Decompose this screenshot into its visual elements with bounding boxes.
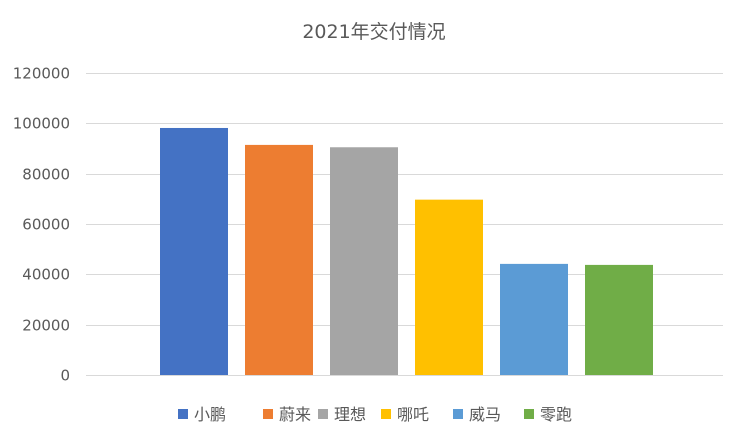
legend-label: 哪吒 bbox=[397, 405, 429, 424]
legend-swatch bbox=[453, 409, 463, 419]
y-axis-ticks: 0 20000 40000 60000 80000 100000 120000 bbox=[13, 65, 70, 385]
legend-swatch bbox=[178, 409, 188, 419]
legend-swatch bbox=[381, 409, 391, 419]
legend-swatch bbox=[263, 409, 273, 419]
y-tick-label: 20000 bbox=[22, 317, 70, 335]
legend: 小鹏 蔚来 理想 哪吒 威马 零跑 bbox=[178, 405, 572, 424]
chart-title: 2021年交付情况 bbox=[302, 21, 445, 43]
bar-1 bbox=[160, 127, 228, 375]
legend-label: 蔚来 bbox=[279, 405, 311, 424]
bar-4 bbox=[415, 199, 483, 375]
y-tick-label: 100000 bbox=[13, 115, 70, 133]
y-tick-label: 40000 bbox=[22, 266, 70, 284]
bar-5 bbox=[500, 263, 568, 375]
y-tick-label: 0 bbox=[60, 367, 70, 385]
y-tick-label: 120000 bbox=[13, 65, 70, 83]
y-tick-label: 60000 bbox=[22, 216, 70, 234]
legend-label: 零跑 bbox=[540, 405, 572, 424]
legend-label: 理想 bbox=[334, 405, 366, 424]
bar-6 bbox=[585, 264, 653, 375]
legend-swatch bbox=[318, 409, 328, 419]
bar-2 bbox=[245, 144, 313, 375]
bar-3 bbox=[330, 147, 398, 375]
bars bbox=[160, 127, 653, 375]
legend-swatch bbox=[524, 409, 534, 419]
legend-label: 威马 bbox=[469, 405, 501, 424]
y-tick-label: 80000 bbox=[22, 166, 70, 184]
legend-label: 小鹏 bbox=[194, 405, 226, 424]
